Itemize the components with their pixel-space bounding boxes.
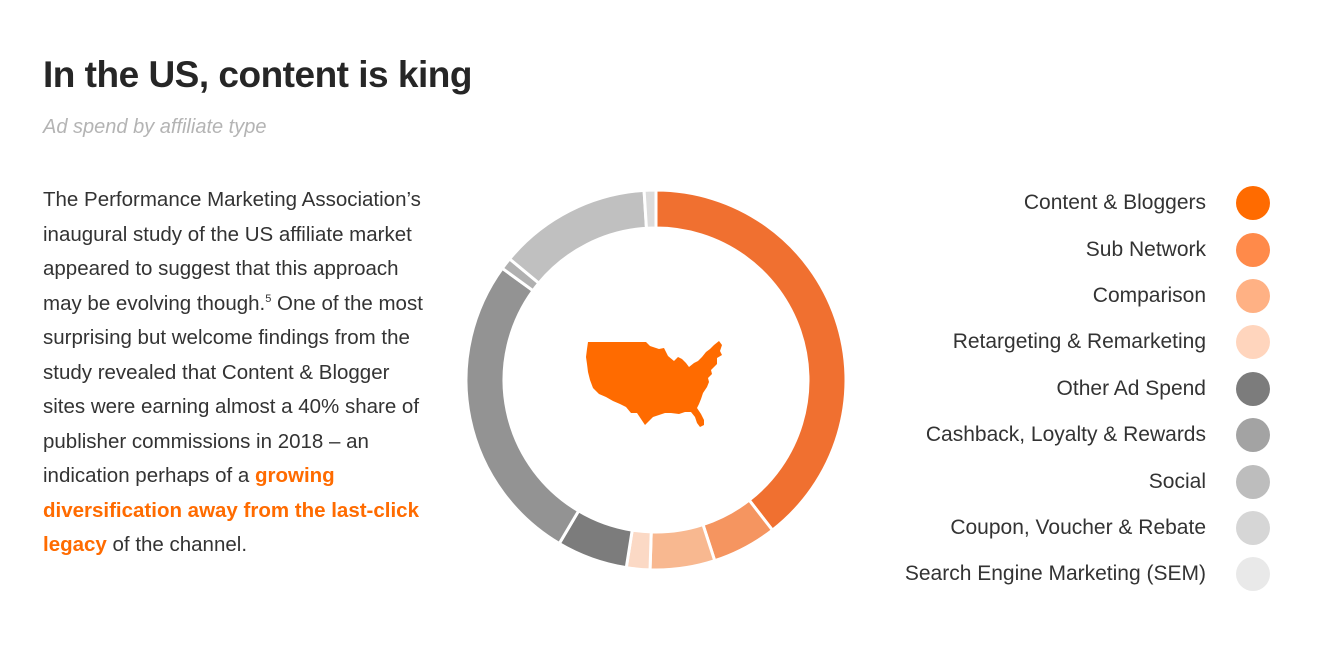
legend-label: Social	[1148, 469, 1206, 493]
legend-item-coupon-voucher-rebate: Coupon, Voucher & Rebate	[905, 505, 1270, 551]
legend-label: Coupon, Voucher & Rebate	[950, 515, 1206, 539]
legend-item-sub-network: Sub Network	[905, 226, 1270, 272]
body-text-middle: One of the most surprising but welcome f…	[43, 291, 423, 488]
chart-subtitle: Ad spend by affiliate type	[43, 116, 267, 138]
legend-swatch	[1236, 186, 1270, 221]
legend-label: Cashback, Loyalty & Rewards	[925, 423, 1206, 447]
legend-item-search-engine-marketing-sem: Search Engine Marketing (SEM)	[905, 551, 1270, 597]
legend-label: Sub Network	[1085, 237, 1206, 261]
donut-slice-comparison[interactable]	[648, 522, 717, 572]
legend-swatch	[1236, 557, 1270, 592]
legend-item-retargeting-remarketing: Retargeting & Remarketing	[905, 319, 1270, 365]
donut-chart	[464, 188, 848, 572]
legend-item-social: Social	[905, 458, 1270, 504]
legend-item-other-ad-spend: Other Ad Spend	[905, 366, 1270, 412]
body-text-intro: The Performance Marketing Association’s …	[43, 188, 421, 315]
legend-swatch	[1236, 371, 1270, 406]
body-text-end: of the channel.	[106, 533, 248, 556]
legend-swatch	[1236, 464, 1270, 499]
donut-slice-cashback-loyalty-rewards[interactable]	[464, 266, 581, 546]
us-map-icon	[586, 341, 722, 427]
legend-label: Content & Bloggers	[1023, 191, 1206, 215]
donut-slice-content-bloggers[interactable]	[654, 188, 848, 533]
legend-swatch	[1236, 418, 1270, 453]
footnote-marker[interactable]: 5	[265, 292, 272, 305]
body-paragraph: The Performance Marketing Association’s …	[43, 183, 423, 563]
donut-slice-search-engine-marketing-sem[interactable]	[642, 188, 658, 230]
highlight-link[interactable]: growing diversification away from the la…	[43, 464, 419, 556]
legend-swatch	[1236, 325, 1270, 360]
donut-slice-coupon-voucher-rebate[interactable]	[507, 188, 649, 286]
legend-swatch	[1236, 510, 1270, 545]
chart-title: In the US, content is king	[43, 54, 472, 95]
legend-item-comparison: Comparison	[905, 273, 1270, 319]
legend-swatch	[1236, 232, 1270, 267]
legend-item-cashback-loyalty-rewards: Cashback, Loyalty & Rewards	[905, 412, 1270, 458]
legend-label: Retargeting & Remarketing	[952, 330, 1206, 354]
legend-label: Search Engine Marketing (SEM)	[904, 562, 1206, 586]
chart-legend: Content & Bloggers Sub Network Comparison R…	[905, 180, 1270, 598]
legend-swatch	[1236, 278, 1270, 313]
legend-label: Comparison	[1092, 283, 1206, 307]
legend-label: Other Ad Spend	[1056, 376, 1206, 400]
legend-item-content-bloggers: Content & Bloggers	[905, 180, 1270, 226]
